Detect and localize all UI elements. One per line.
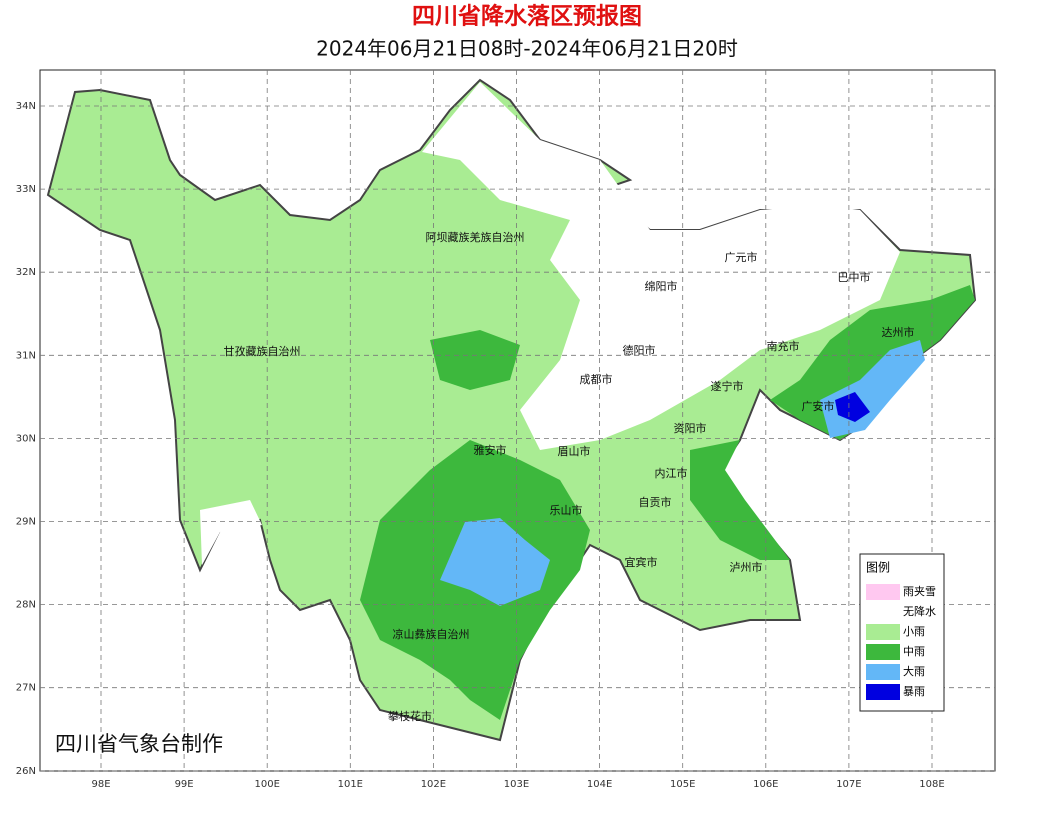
lat-label: 32N (16, 267, 36, 278)
region-label: 绵阳市 (645, 279, 678, 293)
lon-label: 104E (587, 779, 612, 790)
lat-label: 29N (16, 517, 36, 528)
no-rain-area (200, 500, 262, 565)
subtitle: 2024年06月21日08时-2024年06月21日20时 (316, 37, 738, 61)
lat-label: 28N (16, 600, 36, 611)
lat-label: 33N (16, 184, 36, 195)
lon-label: 108E (919, 779, 944, 790)
region-label: 宜宾市 (625, 555, 658, 569)
region-label: 巴中市 (838, 270, 871, 284)
legend-swatch (866, 664, 900, 680)
region-label: 凉山彝族自治州 (393, 627, 470, 641)
heavy-rain (440, 518, 550, 606)
lon-label: 105E (670, 779, 695, 790)
legend-label: 小雨 (903, 625, 925, 638)
legend-label: 无降水 (903, 604, 936, 618)
region-label: 眉山市 (558, 444, 591, 458)
legend-title: 图例 (866, 561, 890, 575)
lon-label: 103E (504, 779, 529, 790)
legend-swatch (866, 684, 900, 700)
region-label: 成都市 (580, 372, 613, 386)
region-label: 自贡市 (639, 495, 672, 509)
legend-swatch (866, 644, 900, 660)
legend-label: 暴雨 (903, 685, 925, 698)
region-label: 内江市 (655, 466, 688, 480)
region-label: 遂宁市 (711, 379, 744, 393)
lat-label: 30N (16, 433, 36, 444)
region-label: 阿坝藏族羌族自治州 (426, 230, 525, 244)
region-label: 广元市 (725, 250, 758, 264)
lon-label: 106E (753, 779, 778, 790)
region-label: 雅安市 (474, 443, 507, 457)
lat-label: 34N (16, 101, 36, 112)
region-label: 达州市 (882, 325, 915, 339)
region-label: 南充市 (767, 339, 800, 353)
region-label: 乐山市 (550, 503, 583, 517)
region-label: 攀枝花市 (388, 709, 432, 723)
lon-label: 107E (836, 779, 861, 790)
lon-label: 100E (254, 779, 279, 790)
rainstorm (835, 392, 870, 422)
lat-label: 26N (16, 766, 36, 777)
region-label: 广安市 (802, 399, 835, 413)
moderate-rain (430, 330, 520, 390)
no-rain-area (422, 82, 900, 450)
legend-label: 大雨 (903, 664, 925, 678)
legend-label: 雨夹雪 (903, 585, 936, 598)
lon-label: 101E (338, 779, 363, 790)
legend-swatch (866, 624, 900, 640)
lat-label: 31N (16, 350, 36, 361)
title: 四川省降水落区预报图 (412, 4, 642, 30)
region-label: 资阳市 (674, 421, 707, 435)
graticule: 34N 33N 32N 31N 30N 29N 28N 27N 26N 98E 99E 100E 101… (16, 70, 995, 790)
region-label: 德阳市 (623, 343, 656, 357)
legend-label: 中雨 (903, 645, 925, 658)
credit: 四川省气象台制作 (55, 732, 223, 756)
moderate-rain (690, 440, 790, 560)
legend-swatch (866, 584, 900, 600)
lat-label: 27N (16, 683, 36, 694)
lon-label: 99E (175, 779, 194, 790)
lon-label: 98E (91, 779, 110, 790)
region-label: 泸州市 (730, 560, 763, 574)
lon-label: 102E (421, 779, 446, 790)
region-label: 甘孜藏族自治州 (224, 344, 301, 358)
legend-swatch (866, 604, 900, 620)
precip-areas (46, 78, 977, 742)
